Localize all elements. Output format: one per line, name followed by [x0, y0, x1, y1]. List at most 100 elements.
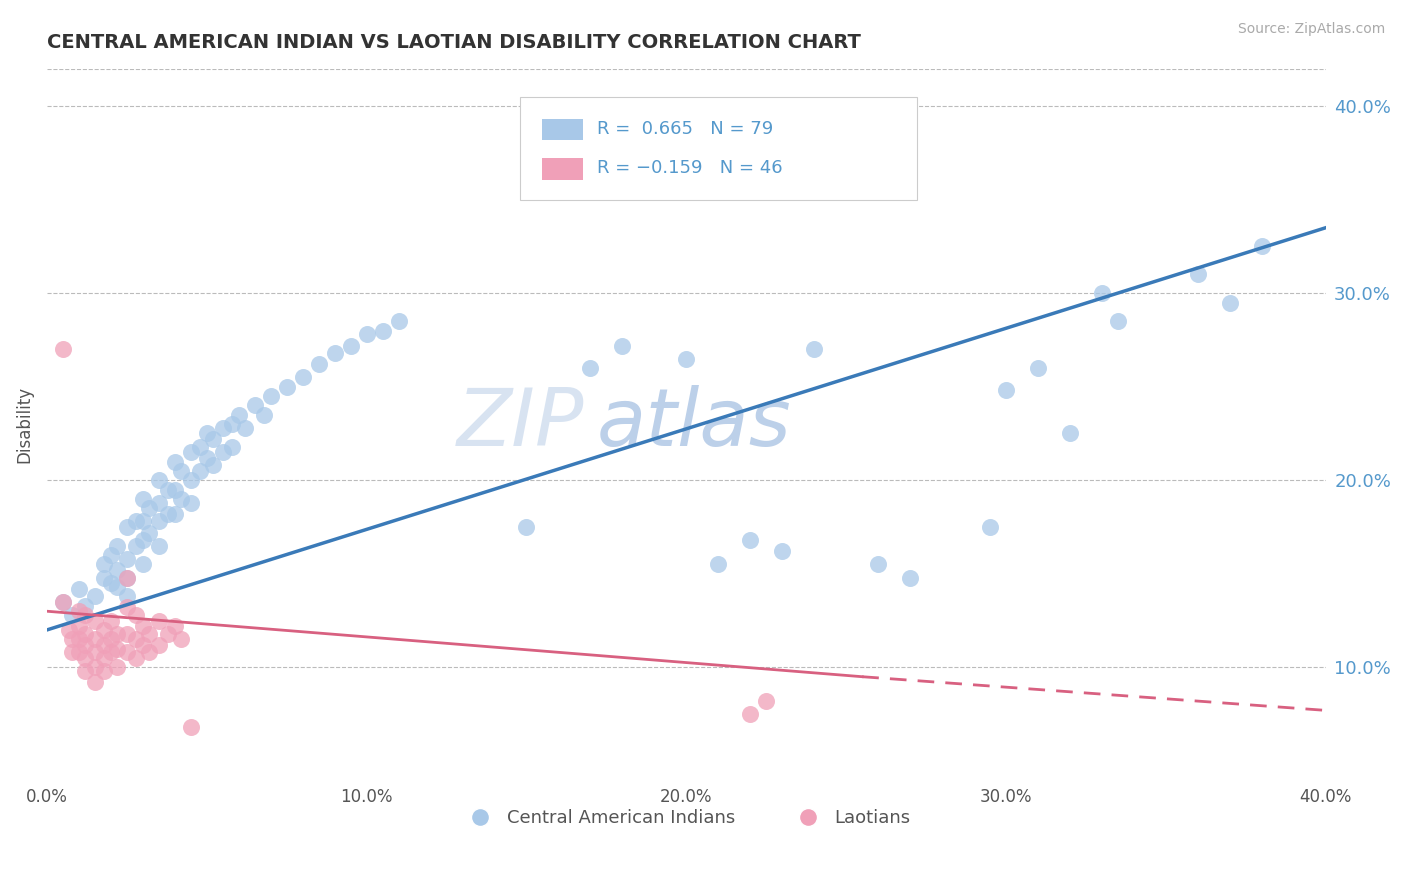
Point: [1107, 314, 1129, 328]
Point: [339, 338, 361, 352]
Point: [83, 614, 105, 628]
Point: [260, 389, 283, 403]
Point: [233, 421, 256, 435]
Bar: [541, 158, 582, 179]
Point: [93, 638, 115, 652]
Point: [105, 626, 128, 640]
Point: [387, 314, 409, 328]
Point: [163, 483, 186, 497]
Point: [202, 432, 225, 446]
Point: [253, 408, 276, 422]
Point: [157, 507, 180, 521]
Point: [132, 533, 155, 548]
Point: [163, 454, 186, 468]
Point: [105, 660, 128, 674]
Point: [67, 604, 90, 618]
Point: [125, 632, 148, 647]
Point: [93, 558, 115, 572]
Bar: [541, 120, 582, 140]
Point: [138, 645, 160, 659]
Point: [100, 645, 122, 659]
Point: [803, 343, 825, 357]
Point: [132, 638, 155, 652]
Point: [612, 338, 634, 352]
Point: [75, 638, 97, 652]
Point: [276, 380, 298, 394]
Text: R =  0.665   N = 79: R = 0.665 N = 79: [596, 120, 773, 138]
Point: [228, 408, 250, 422]
Point: [157, 483, 180, 497]
Point: [67, 619, 90, 633]
Point: [157, 626, 180, 640]
Point: [138, 525, 160, 540]
Point: [138, 626, 160, 640]
Point: [707, 558, 730, 572]
Point: [132, 515, 155, 529]
Point: [148, 539, 170, 553]
Point: [52, 595, 75, 609]
Point: [58, 623, 80, 637]
Point: [105, 539, 128, 553]
Point: [138, 501, 160, 516]
Point: [83, 632, 105, 647]
Legend: Central American Indians, Laotians: Central American Indians, Laotians: [454, 802, 918, 835]
Point: [740, 533, 762, 548]
Y-axis label: Disability: Disability: [15, 385, 32, 463]
Point: [979, 520, 1001, 534]
Point: [105, 580, 128, 594]
Point: [132, 558, 155, 572]
Point: [132, 619, 155, 633]
FancyBboxPatch shape: [520, 97, 917, 200]
Point: [93, 570, 115, 584]
Point: [770, 544, 793, 558]
Point: [115, 570, 138, 584]
Point: [148, 473, 170, 487]
Point: [995, 384, 1018, 398]
Point: [75, 651, 97, 665]
Point: [356, 327, 378, 342]
Point: [1091, 286, 1114, 301]
Point: [180, 496, 202, 510]
Point: [62, 645, 84, 659]
Point: [170, 464, 193, 478]
Point: [180, 445, 202, 459]
Point: [115, 626, 138, 640]
Point: [115, 570, 138, 584]
Point: [148, 496, 170, 510]
Point: [323, 346, 346, 360]
Point: [211, 445, 233, 459]
Point: [202, 458, 225, 473]
Point: [62, 607, 84, 622]
Point: [190, 464, 212, 478]
Point: [75, 626, 97, 640]
Point: [105, 563, 128, 577]
Point: [75, 599, 97, 613]
Point: [125, 539, 148, 553]
Point: [115, 600, 138, 615]
Point: [1059, 426, 1081, 441]
Text: atlas: atlas: [596, 385, 792, 463]
Point: [579, 361, 602, 376]
Point: [115, 589, 138, 603]
Text: Source: ZipAtlas.com: Source: ZipAtlas.com: [1237, 22, 1385, 37]
Point: [100, 576, 122, 591]
Point: [115, 645, 138, 659]
Point: [83, 660, 105, 674]
Point: [170, 632, 193, 647]
Point: [83, 589, 105, 603]
Point: [1219, 295, 1241, 310]
Point: [83, 645, 105, 659]
Text: ZIP: ZIP: [457, 385, 583, 463]
Point: [221, 417, 243, 431]
Point: [1187, 268, 1209, 282]
Point: [67, 582, 90, 596]
Point: [105, 641, 128, 656]
Point: [868, 558, 890, 572]
Point: [243, 399, 266, 413]
Point: [132, 491, 155, 506]
Point: [148, 515, 170, 529]
Point: [308, 357, 330, 371]
Point: [75, 664, 97, 678]
Point: [100, 548, 122, 562]
Point: [75, 607, 97, 622]
